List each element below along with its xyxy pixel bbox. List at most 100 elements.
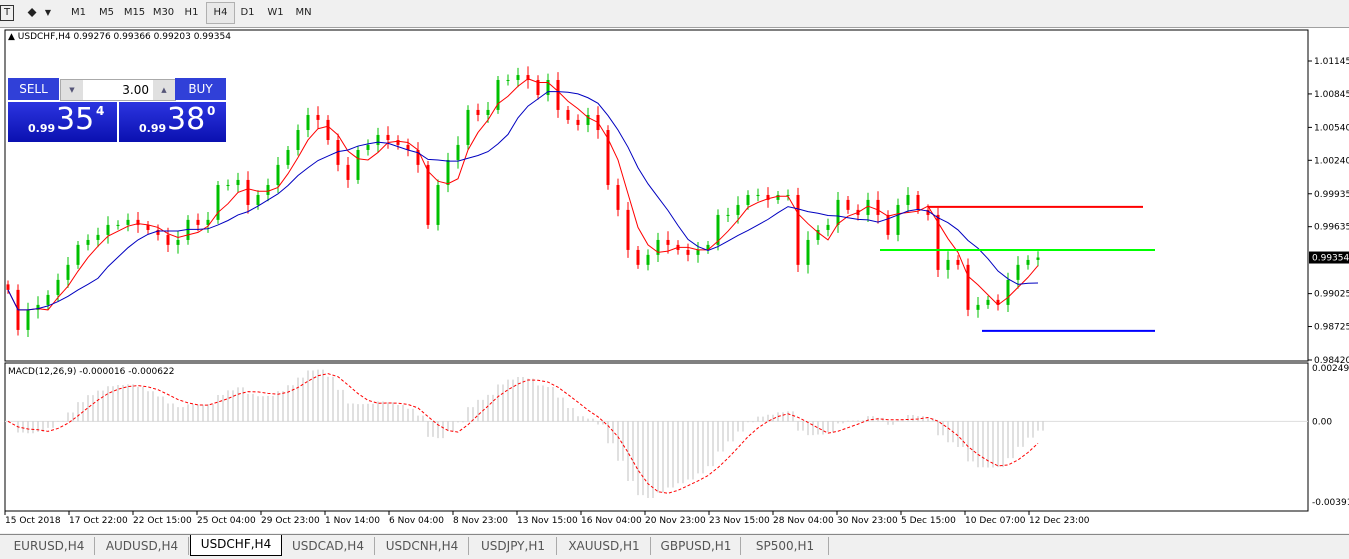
candle-body xyxy=(186,219,190,240)
timeframe-w1[interactable]: W1 xyxy=(267,7,284,18)
one-click-trading-panel: SELL ▼ 3.00 ▲ BUY 0.99 35 4 0.99 38 0 xyxy=(8,78,228,142)
timeframe-h1[interactable]: H1 xyxy=(184,7,199,18)
price-tick-label: 0.99935 xyxy=(1314,190,1349,200)
candle-body xyxy=(246,179,250,205)
candle-body xyxy=(166,234,170,245)
candle-body xyxy=(256,194,260,205)
chart-tabs: EURUSD,H4 AUDUSD,H4 USDCHF,H4 USDCAD,H4 USDC… xyxy=(0,534,1349,559)
sell-button[interactable]: SELL xyxy=(8,78,59,100)
timeframe-m1[interactable]: M1 xyxy=(71,7,86,18)
candle-body xyxy=(216,184,220,220)
current-price-marker xyxy=(1309,251,1349,264)
time-label: 8 Nov 23:00 xyxy=(453,516,508,526)
candle-body xyxy=(1016,264,1020,280)
candle-body xyxy=(196,219,200,225)
shapes-tool-icon[interactable]: ⬥ xyxy=(27,5,37,20)
candle-body xyxy=(6,284,10,290)
price-tick-label: 1.00240 xyxy=(1314,156,1349,166)
candle-body xyxy=(416,149,420,165)
candle-body xyxy=(746,194,750,205)
candle-body xyxy=(686,249,690,255)
current-price-label: 0.99354 xyxy=(1312,254,1349,264)
timeframe-m5[interactable]: M5 xyxy=(99,7,114,18)
candle-body xyxy=(956,259,960,265)
candle-body xyxy=(396,140,400,145)
timeframe-m15[interactable]: M15 xyxy=(123,7,146,18)
time-label: 12 Dec 23:00 xyxy=(1029,516,1090,526)
candle-body xyxy=(486,109,490,115)
candle-body xyxy=(556,79,560,110)
candle-body xyxy=(946,259,950,270)
time-label: 23 Nov 15:00 xyxy=(709,516,770,526)
candle-body xyxy=(356,149,360,180)
price-tick-label: 1.00540 xyxy=(1314,123,1349,133)
price-tick-label: 0.99635 xyxy=(1314,223,1349,233)
candle-body xyxy=(116,224,120,226)
chart-tab[interactable]: XAUUSD,H1 xyxy=(558,537,651,555)
candle-body xyxy=(716,214,720,245)
candle-body xyxy=(276,164,280,185)
candle-body xyxy=(326,119,330,141)
candle-body xyxy=(466,109,470,145)
candle-body xyxy=(876,199,880,215)
candle-body xyxy=(366,144,370,150)
chart-tab[interactable]: USDCNH,H4 xyxy=(376,537,469,555)
lot-field[interactable]: ▼ 3.00 ▲ xyxy=(60,79,176,101)
candle-body xyxy=(996,299,1000,305)
candle-body xyxy=(386,134,390,141)
chart-tab[interactable]: USDCAD,H4 xyxy=(282,537,375,555)
timeframe-d1[interactable]: D1 xyxy=(240,7,255,18)
candle-body xyxy=(66,264,70,280)
candle-body xyxy=(546,79,550,96)
buy-button[interactable]: BUY xyxy=(175,78,226,100)
candle-body xyxy=(756,194,760,196)
price-tick-label: 0.98725 xyxy=(1314,323,1349,333)
chart-window[interactable]: 1.01145 1.00845 1.00540 1.00240 0.99935 0.996… xyxy=(0,28,1349,533)
chart-tab[interactable]: USDJPY,H1 xyxy=(470,537,557,555)
timeframe-mn[interactable]: MN xyxy=(295,7,312,18)
lot-decrease-button[interactable]: ▼ xyxy=(61,80,83,100)
candle-body xyxy=(336,140,340,165)
timeframe-h4[interactable]: H4 xyxy=(206,2,235,24)
candle-body xyxy=(976,304,980,310)
sell-price[interactable]: 0.99 35 4 xyxy=(8,102,117,142)
candle-body xyxy=(1036,257,1040,260)
candle-body xyxy=(586,114,590,125)
candle-body xyxy=(666,239,670,245)
candle-body xyxy=(636,249,640,265)
chart-tab[interactable]: AUDUSD,H4 xyxy=(96,537,189,555)
chart-canvas[interactable]: 1.01145 1.00845 1.00540 1.00240 0.99935 0.996… xyxy=(0,28,1349,533)
timeframe-m30[interactable]: M30 xyxy=(152,7,175,18)
candle-body xyxy=(206,219,210,225)
chart-tab[interactable]: USDCHF,H4 xyxy=(190,535,282,556)
candle-body xyxy=(76,244,80,265)
candle-body xyxy=(796,194,800,265)
candle-body xyxy=(136,219,140,225)
candle-body xyxy=(526,75,530,80)
time-label: 13 Nov 15:00 xyxy=(517,516,578,526)
candle-body xyxy=(96,234,100,240)
dropdown-icon[interactable]: ▼ xyxy=(44,8,52,17)
chart-tab[interactable]: SP500,H1 xyxy=(742,537,829,555)
candle-body xyxy=(616,184,620,210)
candle-body xyxy=(266,184,270,195)
candle-body xyxy=(146,224,150,230)
candle-body xyxy=(176,239,180,245)
chart-tab[interactable]: EURUSD,H4 xyxy=(4,537,95,555)
text-tool-icon[interactable]: T xyxy=(0,5,14,21)
chart-tab[interactable]: GBPUSD,H1 xyxy=(652,537,741,555)
candle-body xyxy=(156,229,160,235)
candle-body xyxy=(626,209,630,250)
price-tick-label: 0.99025 xyxy=(1314,290,1349,300)
candle-body xyxy=(696,249,700,255)
candle-body xyxy=(736,204,740,215)
time-label: 30 Nov 23:00 xyxy=(837,516,898,526)
time-label: 15 Oct 2018 xyxy=(5,516,61,526)
time-label: 1 Nov 14:00 xyxy=(325,516,380,526)
candle-body xyxy=(916,194,920,210)
candle-body xyxy=(86,239,90,245)
buy-price[interactable]: 0.99 38 0 xyxy=(119,102,226,142)
lot-increase-button[interactable]: ▲ xyxy=(153,80,175,100)
candle-body xyxy=(766,194,770,200)
collapse-triangle-icon[interactable]: ▲ xyxy=(8,32,18,42)
